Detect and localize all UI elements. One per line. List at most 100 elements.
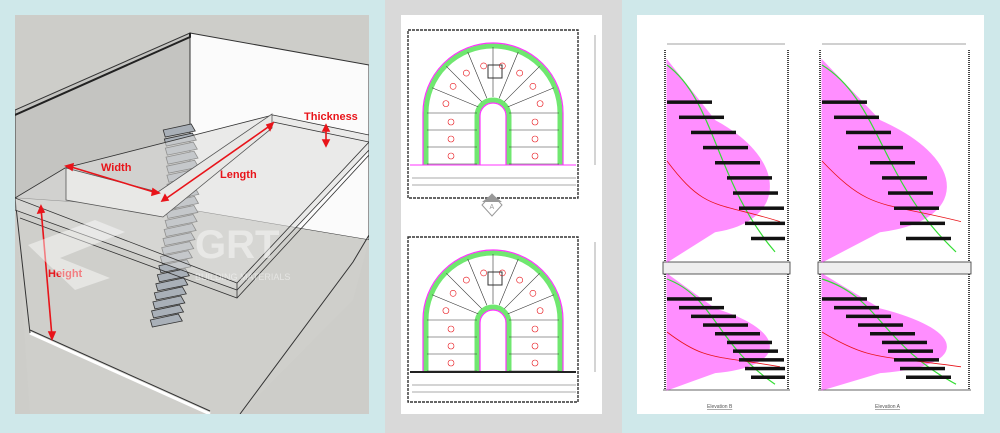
stair-tread xyxy=(691,130,736,135)
thickness-line xyxy=(272,121,369,143)
elevation-b-caption: Elevation B xyxy=(707,404,733,410)
staircase-3d-model: Thickness Width Length Height GRT BUILDI… xyxy=(15,32,369,414)
stair-tread xyxy=(822,297,867,301)
stair-tread xyxy=(679,115,724,120)
tread-line xyxy=(498,258,519,306)
elevation-a xyxy=(817,43,972,391)
stair-tread xyxy=(162,123,196,138)
step-number-marker xyxy=(536,307,544,314)
step-number-marker xyxy=(516,276,523,284)
stair-tread xyxy=(153,286,187,301)
step-number-marker xyxy=(529,83,537,90)
step-number-marker xyxy=(447,118,455,126)
stair-tread xyxy=(703,323,748,327)
stair-tread xyxy=(858,323,903,327)
length-label: Length xyxy=(220,169,257,181)
stair-tread xyxy=(906,375,951,379)
stair-tread xyxy=(751,375,785,379)
column-post xyxy=(487,271,503,286)
arrowhead xyxy=(36,204,46,215)
stair-tread xyxy=(733,349,778,353)
step-number-marker xyxy=(531,342,539,350)
arrowhead xyxy=(160,193,170,203)
step-number-marker xyxy=(447,359,455,367)
column-post xyxy=(487,64,503,79)
glass-balustrade-inner xyxy=(474,304,512,372)
handrail-inner xyxy=(479,309,507,372)
tread-line xyxy=(467,51,488,99)
tread-line xyxy=(507,87,555,108)
floor-edge-line xyxy=(29,329,211,412)
height-dimension-arrow xyxy=(40,207,53,338)
arrowhead xyxy=(321,123,331,132)
stair-tread xyxy=(894,358,939,362)
stair-tread xyxy=(733,191,778,195)
plan-drawings-sheet: A xyxy=(401,15,602,414)
stair-elevation-drawings: Elevation B Elevation A xyxy=(662,43,972,410)
stair-tread xyxy=(906,236,951,241)
staircase-3d-model-panel: Thickness Width Length Height GRT BUILDI… xyxy=(15,15,369,414)
tread-line xyxy=(498,51,519,99)
step-number-marker xyxy=(463,276,470,284)
watermark-logo: GRT BUILDING MATERIALS xyxy=(28,220,290,290)
stair-tread xyxy=(149,313,183,328)
arrowhead xyxy=(64,162,74,172)
stringer-curve xyxy=(821,160,962,222)
stair-tread xyxy=(727,340,772,345)
length-dimension-arrow xyxy=(163,124,272,201)
floor-edge xyxy=(29,331,211,414)
right-floor-edge xyxy=(239,234,369,414)
step-number-marker xyxy=(536,100,544,107)
step-number-marker xyxy=(531,359,539,367)
section-marker: A xyxy=(481,193,503,217)
watermark-tagline: BUILDING MATERIALS xyxy=(195,272,290,282)
section-marker-label: A xyxy=(490,204,495,211)
stair-tread xyxy=(679,305,724,310)
wall-outline xyxy=(407,236,579,403)
step-number-marker xyxy=(480,62,487,70)
stair-plan-drawings: A xyxy=(407,29,596,403)
plan-drawing xyxy=(407,236,596,403)
stair-tread xyxy=(870,332,915,336)
stair-tread xyxy=(900,221,945,226)
stair-tread xyxy=(751,236,785,241)
stair-tread xyxy=(888,349,933,353)
step-number-marker xyxy=(449,83,457,90)
step-number-marker xyxy=(442,307,450,314)
step-number-marker xyxy=(531,118,539,126)
step-number-marker xyxy=(447,152,455,160)
stair-tread xyxy=(703,145,748,150)
left-wall-edge xyxy=(15,197,31,334)
watermark-text: GRT xyxy=(195,223,279,267)
stair-tread xyxy=(739,206,784,210)
step-number-marker xyxy=(529,290,537,297)
slab-top xyxy=(15,114,369,291)
stair-tread xyxy=(667,100,712,104)
elevation-drawings-sheet: Elevation B Elevation A xyxy=(637,15,984,414)
handrail-outer xyxy=(422,42,564,165)
tread-line xyxy=(431,87,479,108)
stair-tread xyxy=(715,161,760,165)
stair-tread xyxy=(727,176,772,180)
thickness-label: Thickness xyxy=(304,111,358,123)
glass-balustrade-outer xyxy=(423,43,563,165)
tread-line xyxy=(446,66,482,102)
elevation-b xyxy=(662,43,791,391)
stringer-curve xyxy=(666,331,781,368)
stair-tread xyxy=(155,277,189,292)
arrowhead xyxy=(321,139,331,148)
stair-tread xyxy=(846,130,891,135)
watermark-logo-shape xyxy=(28,220,125,290)
step-number-marker xyxy=(442,100,450,107)
stair-tread xyxy=(739,358,784,362)
step-number-marker xyxy=(516,69,523,77)
stair-tread xyxy=(715,332,760,336)
plan-drawing xyxy=(407,29,596,199)
stair-tread xyxy=(900,366,945,371)
stair-tread xyxy=(151,304,185,319)
stair-tread xyxy=(691,314,736,319)
stair-tread xyxy=(834,115,879,120)
step-number-marker xyxy=(447,325,455,333)
stair-tread xyxy=(822,100,867,104)
arrowhead xyxy=(151,187,161,197)
